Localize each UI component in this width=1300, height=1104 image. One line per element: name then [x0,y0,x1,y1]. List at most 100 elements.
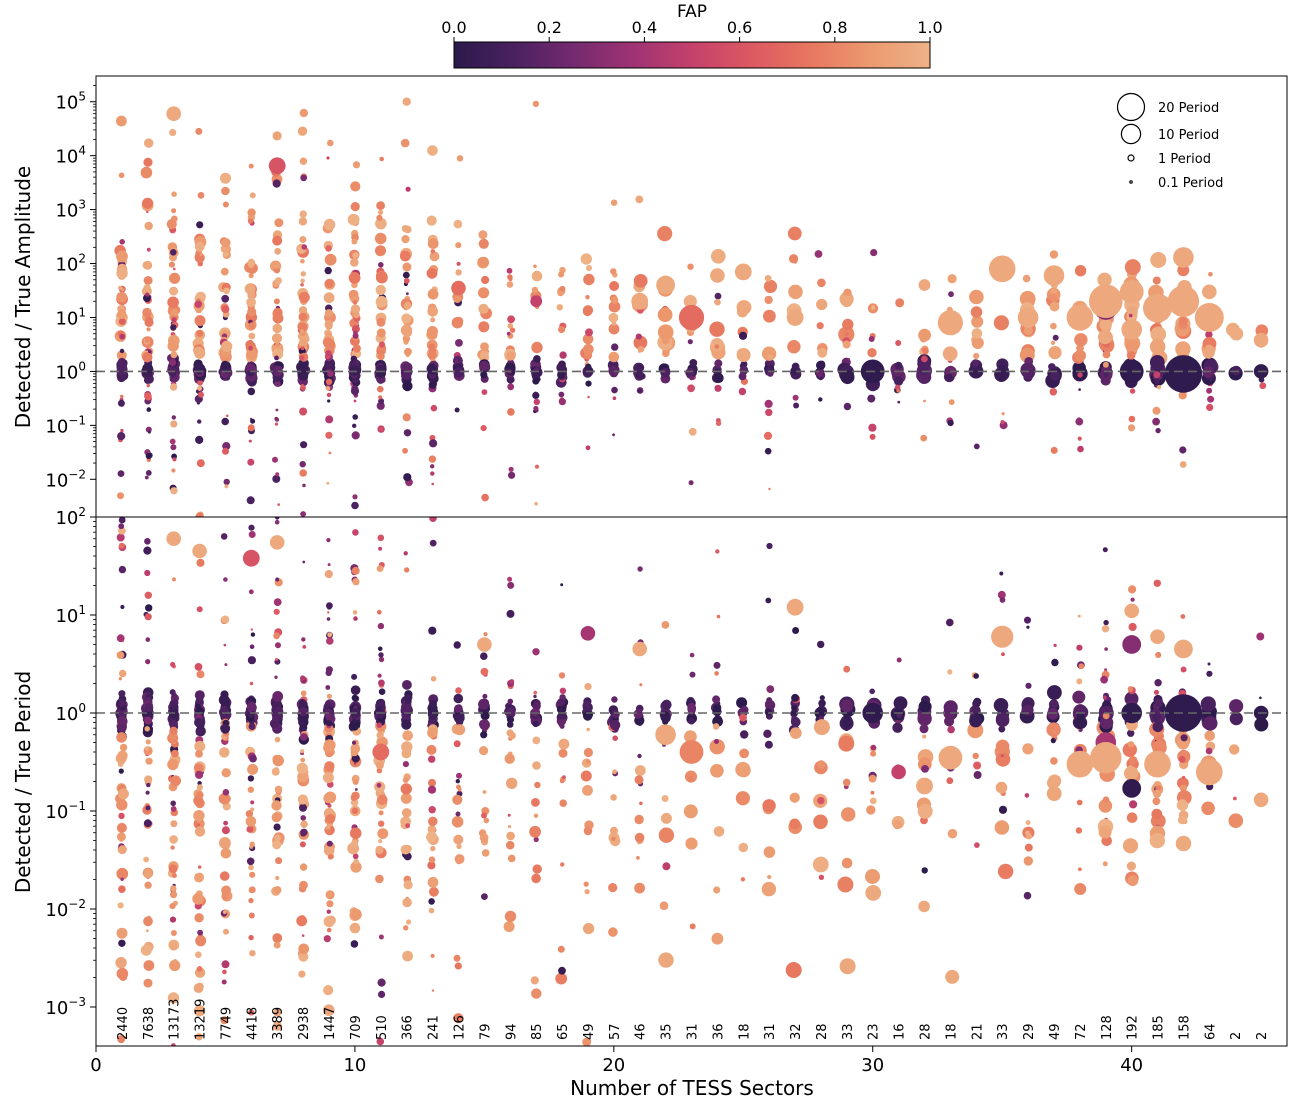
amplitude-marker [611,343,619,351]
amplitude-marker [377,352,385,361]
period-marker [1152,721,1164,733]
amplitude-marker [378,398,385,405]
period-marker [118,939,126,947]
amplitude-marker [507,383,515,391]
period-marker [1078,867,1082,872]
period-marker [375,845,384,855]
period-point [477,637,492,652]
amplitude-marker [298,370,309,381]
amplitude-marker [1074,265,1087,277]
amplitude-marker [1179,446,1187,454]
amplitude-marker [1178,316,1188,326]
period-marker [506,777,518,789]
amplitude-marker [558,325,566,334]
amplitude-marker [352,494,358,500]
period-marker [480,667,489,676]
amplitude-marker [608,312,619,323]
amplitude-marker [1050,371,1060,381]
period-marker [454,962,462,970]
amplitude-point [1143,293,1172,323]
amplitude-marker [609,281,620,291]
amplitude-marker [1075,417,1084,426]
amplitude-marker [715,420,722,426]
sector-count-label: 3389 [271,1007,286,1040]
period-marker [428,907,435,914]
amplitude-marker [1231,365,1242,376]
period-marker [583,881,589,887]
period-marker [274,785,283,794]
period-marker [144,569,151,577]
period-marker [555,972,568,985]
amplitude-marker [272,456,278,463]
amplitude-marker [1154,378,1160,385]
amplitude-marker [197,419,202,424]
amplitude-marker [531,270,543,282]
period-marker [249,845,254,849]
period-marker [193,810,205,822]
period-marker [1128,622,1137,632]
amplitude-marker [942,346,958,362]
period-marker [634,832,645,843]
period-marker [326,538,331,543]
period-marker [1177,815,1187,825]
period-marker [326,927,332,933]
period-marker [118,845,127,854]
period-marker [272,933,283,943]
period-marker [712,695,721,704]
period-point [1150,629,1165,644]
period-marker [838,735,855,752]
period-marker [248,864,254,871]
amplitude-marker [144,317,154,327]
period-marker [167,992,180,1004]
amplitude-marker [324,338,334,348]
period-marker [221,960,230,969]
amplitude-marker [430,249,436,254]
period-marker [633,709,643,719]
period-marker [896,657,902,663]
amplitude-marker [220,267,229,276]
period-marker [531,798,540,807]
period-marker [170,800,176,807]
amplitude-marker [379,427,384,432]
period-marker [918,900,930,913]
amplitude-marker [917,357,931,371]
amplitude-marker [376,271,388,284]
amplitude-marker [298,355,305,361]
period-marker [349,721,360,731]
period-marker [974,701,979,707]
period-marker [195,729,202,736]
legend-marker [1129,180,1133,184]
period-marker [921,765,929,773]
period-marker [661,795,669,802]
period-marker [766,685,775,693]
period-marker [218,792,231,805]
period-marker [740,730,749,739]
amplitude-marker [402,413,411,422]
amplitude-marker [300,346,305,351]
period-marker [507,698,514,705]
period-marker [195,770,204,779]
period-marker [223,577,228,582]
period-marker [302,560,306,564]
period-marker [735,791,751,806]
period-marker [350,940,359,948]
colorbar-tick-label: 0.2 [536,18,561,37]
period-marker [819,695,825,701]
period-marker [479,833,489,843]
amplitude-marker [302,483,306,488]
amplitude-marker [120,428,124,433]
amplitude-marker [144,392,152,400]
amplitude-marker [248,272,254,279]
amplitude-marker [608,300,621,313]
period-marker [507,813,511,817]
period-marker [738,842,749,853]
amplitude-marker [814,250,823,258]
period-marker [299,723,308,732]
period-marker [483,632,488,637]
amplitude-marker [479,360,490,371]
period-marker [300,815,307,821]
amplitude-marker [350,258,359,267]
period-marker [324,761,335,772]
amplitude-marker [170,351,178,359]
amplitude-marker [478,238,489,249]
